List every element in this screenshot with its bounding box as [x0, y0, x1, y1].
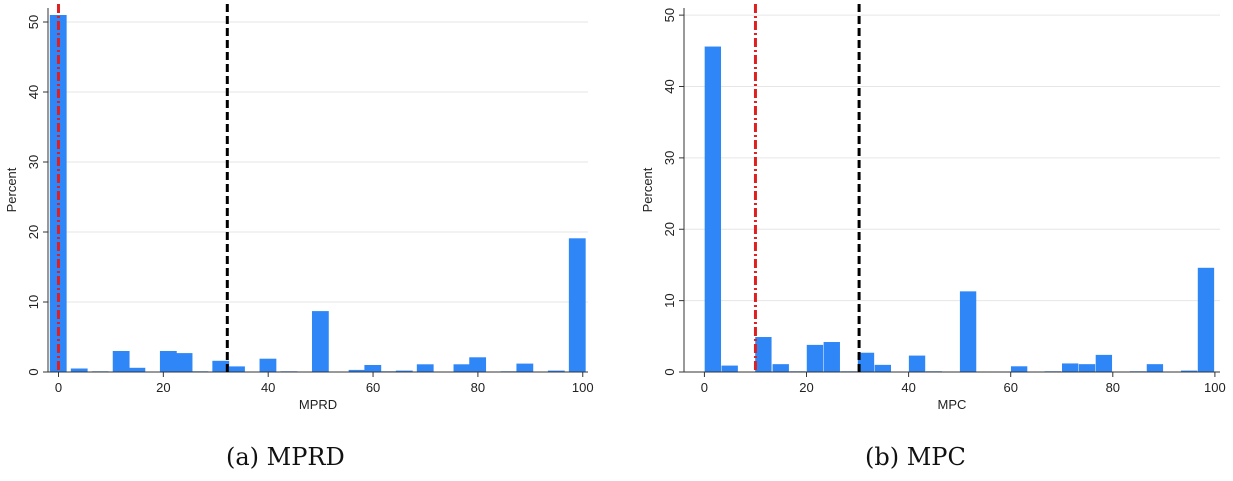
- caption-mprd: (a) MPRD: [226, 443, 345, 471]
- y-tick-label: 10: [662, 293, 677, 307]
- bar: [857, 352, 875, 372]
- y-tick-label: 50: [662, 8, 677, 22]
- bar: [772, 364, 789, 372]
- x-tick-label: 60: [366, 380, 380, 395]
- x-tick-label: 60: [1003, 380, 1017, 395]
- y-axis-title: Percent: [4, 167, 19, 212]
- bar: [874, 364, 892, 372]
- bar: [547, 370, 565, 372]
- bar: [1062, 363, 1079, 372]
- bar: [1078, 364, 1096, 372]
- x-tick-label: 40: [261, 380, 275, 395]
- histogram-mprd: 0 20 40 60 80 100 0 10 20 30 40 50 MPRD Percent: [4, 4, 594, 412]
- caption-mpc: (b) MPC: [865, 443, 966, 471]
- x-axis-title: MPRD: [299, 397, 337, 412]
- bar: [364, 365, 382, 372]
- chart-panel-mpc: 0 20 40 60 80 100 0 10 20 30 40 50 MPC Percent (b) MP…: [617, 0, 1233, 481]
- y-tick-label: 40: [662, 79, 677, 93]
- bar: [175, 353, 193, 372]
- x-tick-label: 40: [901, 380, 915, 395]
- x-tick-label: 80: [1106, 380, 1120, 395]
- y-tick-label: 0: [662, 368, 677, 375]
- x-tick-label: 0: [701, 380, 708, 395]
- bar: [823, 342, 840, 372]
- bar: [416, 364, 434, 372]
- bar: [348, 369, 366, 372]
- bar: [159, 351, 177, 372]
- x-tick-label: 20: [799, 380, 813, 395]
- bar: [259, 358, 277, 372]
- bar: [212, 360, 230, 372]
- bar: [704, 46, 722, 373]
- bar: [70, 368, 88, 372]
- x-tick-label: 0: [55, 380, 62, 395]
- bar: [1095, 354, 1113, 372]
- bar: [959, 291, 977, 372]
- bar: [228, 366, 245, 372]
- x-axis-title: MPC: [938, 397, 967, 412]
- bar: [311, 311, 329, 372]
- bar: [1146, 364, 1164, 372]
- bar: [516, 363, 534, 372]
- bar: [908, 355, 926, 372]
- y-axis-title: Percent: [640, 167, 655, 212]
- bar: [1180, 370, 1198, 372]
- histogram-mpc: 0 20 40 60 80 100 0 10 20 30 40 50 MPC Percent: [640, 4, 1226, 412]
- bar: [112, 351, 130, 372]
- y-tick-label: 20: [662, 222, 677, 236]
- bar: [755, 337, 772, 372]
- chart-panel-mprd: 0 20 40 60 80 100 0 10 20 30 40 50 MPRD Percent (a) M…: [0, 0, 616, 481]
- bar: [453, 364, 471, 372]
- bar: [568, 238, 586, 372]
- y-tick-label: 20: [26, 225, 41, 239]
- y-tick-label: 40: [26, 85, 41, 99]
- bar: [128, 367, 146, 372]
- x-tick-label: 100: [1204, 380, 1226, 395]
- x-tick-label: 100: [572, 380, 594, 395]
- y-tick-label: 0: [26, 368, 41, 375]
- bar: [1010, 366, 1028, 372]
- bar: [469, 357, 487, 372]
- y-tick-label: 30: [662, 151, 677, 165]
- bar: [1197, 267, 1215, 372]
- bar: [395, 370, 413, 372]
- x-tick-label: 80: [471, 380, 485, 395]
- bar: [721, 365, 738, 372]
- y-tick-label: 30: [26, 155, 41, 169]
- y-tick-label: 10: [26, 295, 41, 309]
- y-tick-label: 50: [26, 15, 41, 29]
- bar: [806, 344, 824, 372]
- x-tick-label: 20: [156, 380, 170, 395]
